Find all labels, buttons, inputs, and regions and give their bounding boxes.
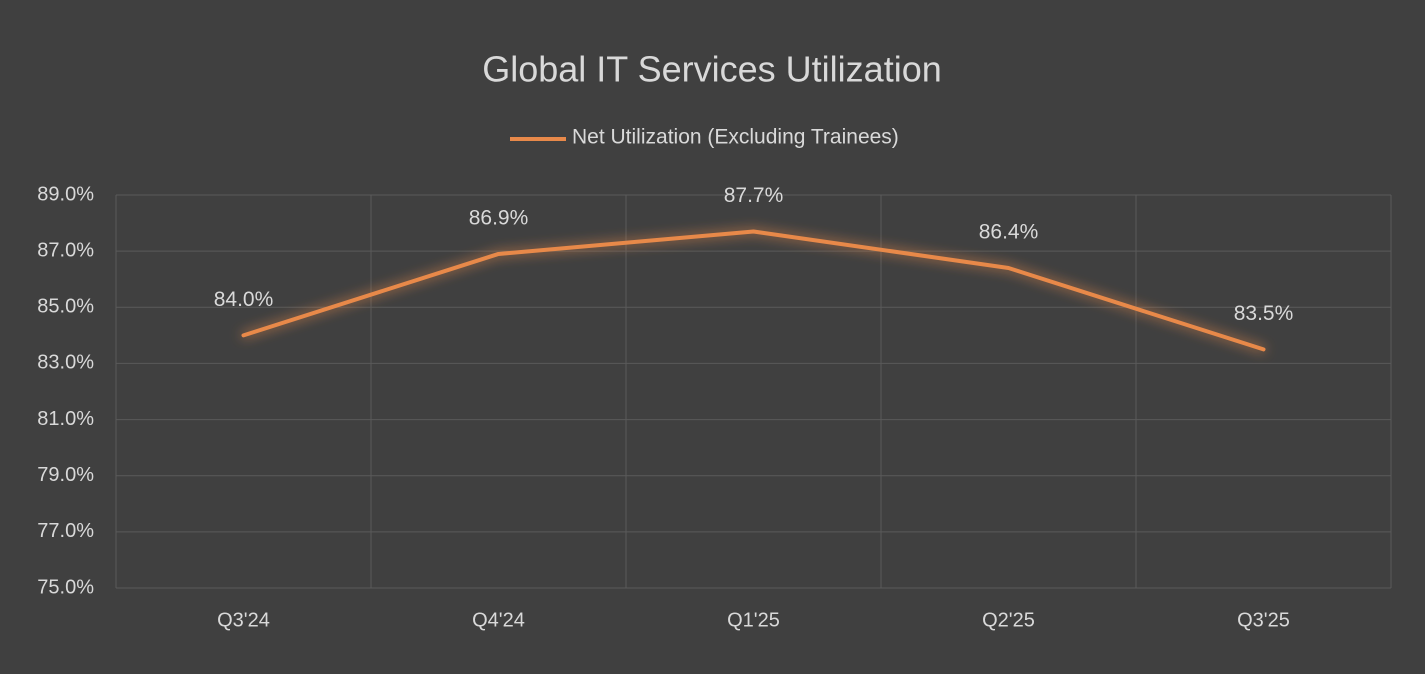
series-line xyxy=(241,229,1266,352)
y-tick-label: 87.0% xyxy=(37,239,94,261)
y-tick-label: 89.0% xyxy=(37,183,94,205)
y-tick-label: 83.0% xyxy=(37,352,94,374)
legend-label: Net Utilization (Excluding Trainees) xyxy=(572,126,899,149)
y-tick-label: 85.0% xyxy=(37,296,94,318)
x-tick-label: Q1'25 xyxy=(727,609,780,631)
data-label: 86.9% xyxy=(469,206,529,229)
chart-title: Global IT Services Utilization xyxy=(482,49,942,90)
data-label: 83.5% xyxy=(1234,302,1294,325)
y-tick-label: 75.0% xyxy=(37,576,94,598)
x-tick-label: Q2'25 xyxy=(982,609,1035,631)
data-label: 84.0% xyxy=(214,288,274,311)
data-label: 87.7% xyxy=(724,184,784,207)
y-tick-label: 79.0% xyxy=(37,464,94,486)
x-tick-label: Q3'24 xyxy=(217,609,270,631)
data-label: 86.4% xyxy=(979,221,1039,244)
x-tick-label: Q4'24 xyxy=(472,609,525,631)
y-tick-label: 81.0% xyxy=(37,408,94,430)
y-tick-label: 77.0% xyxy=(37,520,94,542)
x-tick-label: Q3'25 xyxy=(1237,609,1290,631)
